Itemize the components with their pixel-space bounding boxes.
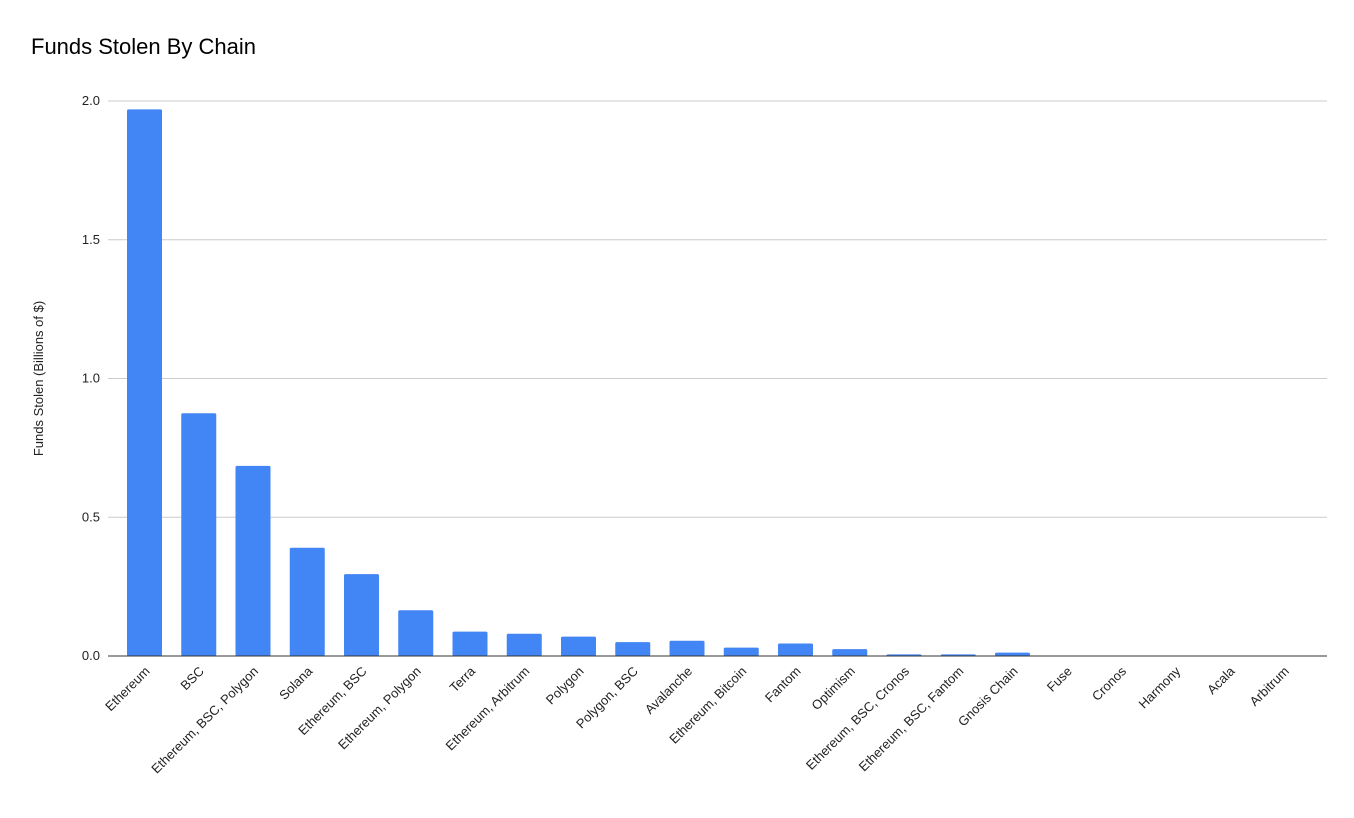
bar[interactable] [615,642,651,656]
bar[interactable] [561,636,596,656]
x-tick-label: Ethereum, BSC, Fantom [856,664,967,775]
x-tick-label: Optimism [808,664,857,713]
x-tick-label: Cronos [1089,663,1130,704]
x-tick-label: Arbitrum [1247,664,1292,709]
y-tick-label: 1.5 [82,232,100,247]
x-tick-label: Fantom [762,664,804,706]
y-tick-label: 2.0 [82,93,100,108]
bar[interactable] [832,649,868,656]
x-tick-label: Harmony [1135,663,1183,711]
bar[interactable] [181,413,217,656]
y-tick-label: 0.5 [82,509,100,524]
x-tick-label: BSC [177,664,207,694]
x-tick-label: Acala [1204,663,1238,697]
bar[interactable] [506,633,542,656]
bar[interactable] [289,547,325,656]
bar[interactable] [452,631,488,656]
x-tick-label: Terra [447,663,479,695]
y-axis: 0.0 0.5 1.0 1.5 2.0 [82,93,100,663]
x-tick-label: Ethereum, BSC, Polygon [148,664,261,777]
x-tick-label: Fuse [1044,664,1075,695]
bar[interactable] [778,643,813,656]
bar[interactable] [235,465,271,656]
y-tick-label: 1.0 [82,371,100,386]
bar[interactable] [127,109,162,656]
x-tick-label: Ethereum [102,664,152,714]
bar[interactable] [669,640,705,656]
x-tick-label: Polygon [543,664,587,708]
y-tick-label: 0.0 [82,648,100,663]
bar[interactable] [723,647,759,656]
bars [127,109,1302,656]
x-tick-label: Avalanche [642,664,695,717]
y-axis-label: Funds Stolen (Billions of $) [31,301,46,456]
x-tick-label: Solana [276,663,316,703]
bar[interactable] [344,574,379,656]
bar[interactable] [398,610,434,656]
x-tick-label: Ethereum, BSC, Cronos [803,663,913,773]
gridlines [108,100,1327,518]
bar[interactable] [995,652,1030,656]
chart-title: Funds Stolen By Chain [31,34,257,59]
